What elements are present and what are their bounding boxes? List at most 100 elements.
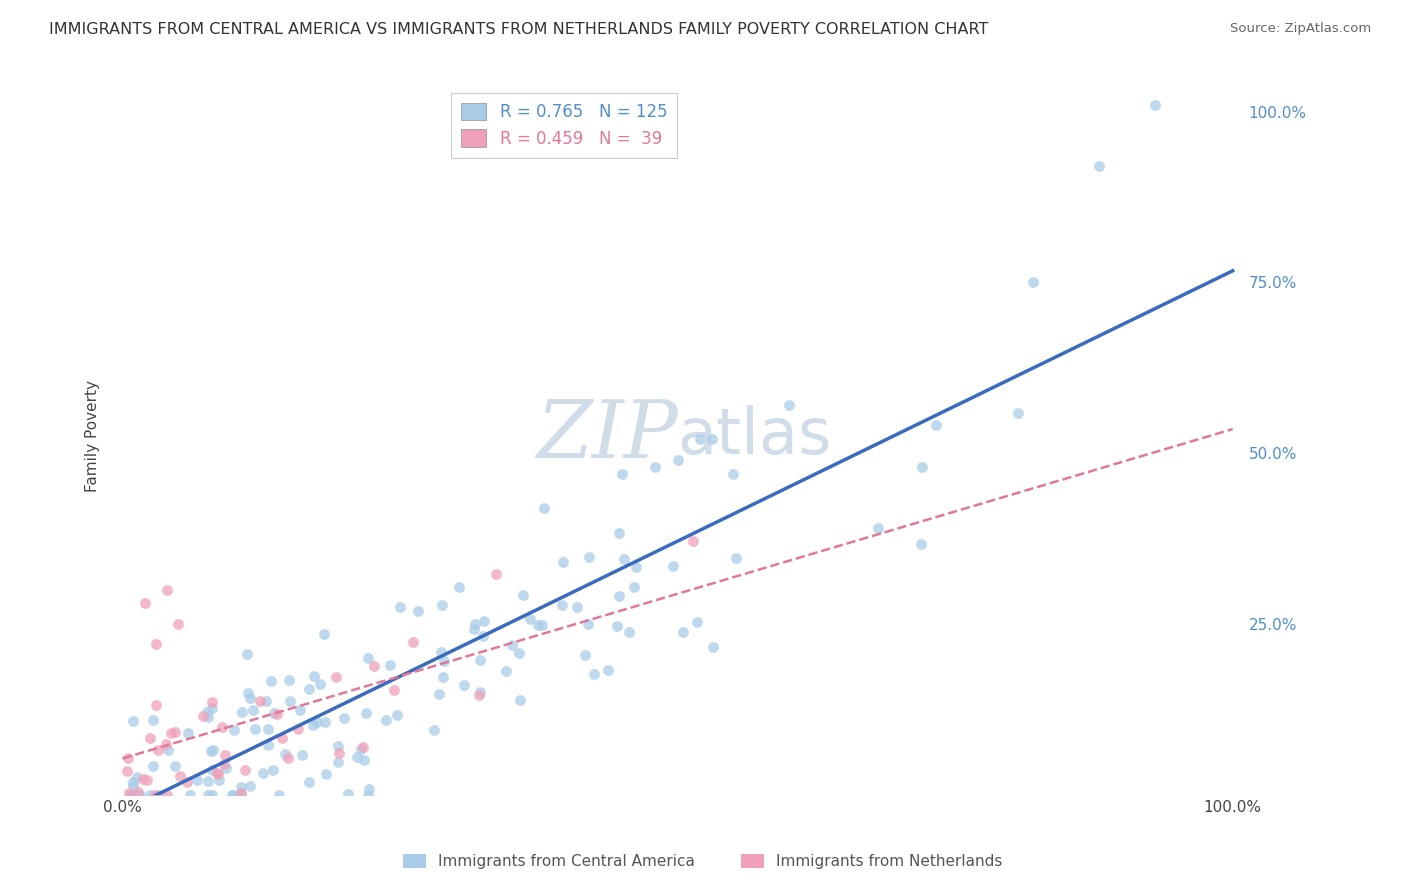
Point	[236, 686, 259, 700]
Point	[222, 723, 245, 737]
Point	[508, 646, 530, 660]
Point	[249, 694, 271, 708]
Point	[121, 788, 143, 802]
Point	[117, 751, 139, 765]
Text: IMMIGRANTS FROM CENTRAL AMERICA VS IMMIGRANTS FROM NETHERLANDS FAMILY POVERTY CO: IMMIGRANTS FROM CENTRAL AMERICA VS IMMIG…	[49, 22, 988, 37]
Point	[613, 552, 636, 566]
Point	[686, 615, 709, 629]
Point	[1143, 97, 1166, 112]
Point	[121, 774, 143, 789]
Point	[423, 723, 446, 738]
Y-axis label: Family Poverty: Family Poverty	[86, 380, 100, 492]
Point	[145, 698, 167, 713]
Point	[186, 773, 208, 788]
Point	[606, 619, 628, 633]
Point	[239, 691, 262, 706]
Point	[231, 706, 253, 720]
Point	[326, 756, 349, 770]
Point	[128, 788, 150, 802]
Point	[357, 788, 380, 802]
Point	[610, 467, 633, 481]
Point	[195, 705, 218, 719]
Point	[336, 787, 359, 801]
Point	[721, 467, 744, 481]
Point	[278, 693, 301, 707]
Point	[354, 706, 377, 720]
Point	[298, 775, 321, 789]
Point	[252, 766, 274, 780]
Point	[287, 722, 309, 736]
Legend: R = 0.765   N = 125, R = 0.459   N =  39: R = 0.765 N = 125, R = 0.459 N = 39	[451, 93, 678, 158]
Point	[157, 743, 180, 757]
Point	[724, 551, 747, 566]
Point	[447, 581, 470, 595]
Point	[332, 711, 354, 725]
Point	[551, 598, 574, 612]
Point	[269, 788, 291, 802]
Point	[125, 770, 148, 784]
Point	[702, 640, 724, 654]
Point	[328, 739, 350, 753]
Point	[156, 788, 179, 802]
Point	[666, 453, 689, 467]
Point	[201, 695, 224, 709]
Point	[121, 779, 143, 793]
Point	[176, 774, 198, 789]
Point	[468, 689, 491, 703]
Point	[160, 726, 183, 740]
Point	[179, 788, 201, 802]
Point	[644, 459, 666, 474]
Point	[567, 600, 589, 615]
Point	[682, 534, 704, 549]
Point	[430, 598, 453, 612]
Point	[142, 713, 165, 727]
Point	[924, 417, 946, 432]
Point	[495, 664, 517, 678]
Point	[156, 582, 179, 597]
Point	[596, 663, 619, 677]
Point	[700, 432, 723, 446]
Point	[271, 731, 294, 745]
Point	[191, 709, 214, 723]
Point	[350, 742, 373, 756]
Point	[574, 648, 596, 662]
Point	[229, 780, 252, 794]
Point	[382, 682, 405, 697]
Point	[274, 747, 297, 761]
Point	[259, 673, 281, 688]
Point	[222, 788, 245, 802]
Point	[239, 779, 262, 793]
Point	[357, 651, 380, 665]
Point	[406, 604, 429, 618]
Point	[533, 500, 555, 515]
Point	[214, 748, 236, 763]
Point	[509, 693, 531, 707]
Point	[127, 784, 149, 798]
Point	[453, 678, 475, 692]
Point	[389, 600, 412, 615]
Point	[214, 756, 236, 771]
Point	[607, 525, 630, 540]
Point	[176, 726, 198, 740]
Point	[463, 622, 485, 636]
Point	[315, 767, 337, 781]
Point	[288, 703, 311, 717]
Point	[291, 747, 314, 762]
Point	[307, 714, 329, 729]
Point	[352, 740, 374, 755]
Point	[165, 725, 187, 739]
Point	[314, 627, 336, 641]
Point	[197, 788, 219, 802]
Point	[155, 737, 177, 751]
Point	[263, 763, 285, 777]
Text: atlas: atlas	[678, 405, 832, 467]
Point	[229, 788, 252, 802]
Point	[427, 687, 450, 701]
Point	[512, 588, 534, 602]
Point	[353, 753, 375, 767]
Point	[578, 549, 600, 564]
Point	[363, 658, 385, 673]
Point	[432, 670, 454, 684]
Point	[309, 677, 332, 691]
Point	[207, 767, 229, 781]
